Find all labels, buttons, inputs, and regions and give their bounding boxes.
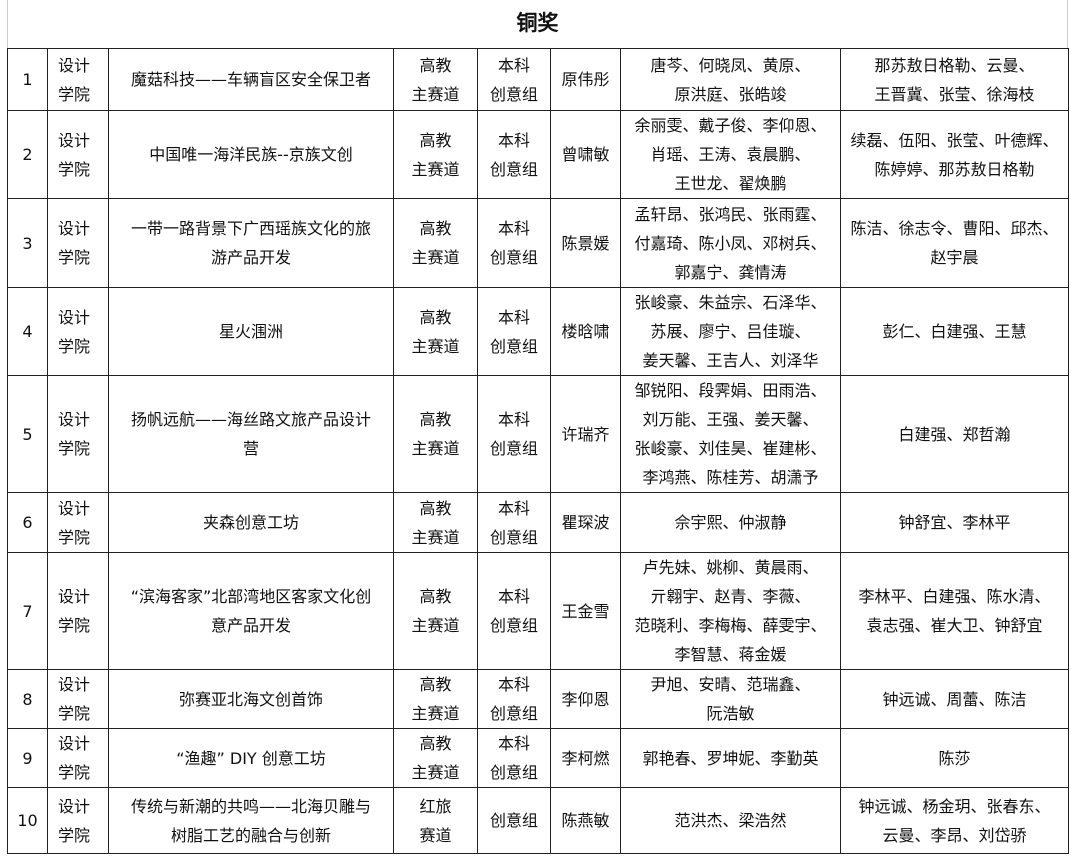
track-cell: 高教 主赛道 xyxy=(393,728,478,788)
row-number: 8 xyxy=(7,669,48,729)
project-name-cell: “渔趣” DIY 创意工坊 xyxy=(108,728,394,788)
members-cell: 范洪杰、梁浩然 xyxy=(620,787,841,854)
college-cell: 设计 学院 xyxy=(47,48,109,111)
college-cell: 设计 学院 xyxy=(47,198,109,288)
group-cell: 本科 创意组 xyxy=(477,552,551,670)
college-cell: 设计 学院 xyxy=(47,110,109,199)
row-number: 5 xyxy=(7,375,48,493)
leader-cell: 曾啸敏 xyxy=(550,110,621,199)
advisors-cell: 彭仁、白建强、王慧 xyxy=(840,287,1069,376)
group-cell: 本科 创意组 xyxy=(477,48,551,111)
advisors-cell: 钟远诚、周蕾、陈洁 xyxy=(840,669,1069,729)
college-cell: 设计 学院 xyxy=(47,728,109,788)
members-cell: 卢先妹、姚柳、黄晨雨、 亓翱宇、赵青、李薇、 范晓利、李梅梅、薛雯宇、 李智慧、… xyxy=(620,552,841,670)
advisors-cell: 钟远诚、杨金玥、张春东、 云曼、李昂、刘岱骄 xyxy=(840,787,1069,854)
award-document: 铜奖 1 设计 学院 魔菇科技——车辆盲区安全保卫者 高教 主赛道 本科 创意组… xyxy=(7,0,1069,854)
college-cell: 设计 学院 xyxy=(47,552,109,670)
leader-cell: 陈燕敏 xyxy=(550,787,621,854)
table-row: 3 设计 学院 一带一路背景下广西瑶族文化的旅 游产品开发 高教 主赛道 本科 … xyxy=(7,198,1069,288)
group-cell: 本科 创意组 xyxy=(477,492,551,553)
advisors-cell: 陈莎 xyxy=(840,728,1069,788)
track-cell: 高教 主赛道 xyxy=(393,669,478,729)
members-cell: 唐芩、何晓凤、黄原、 原洪庭、张皓竣 xyxy=(620,48,841,111)
table-row: 5 设计 学院 扬帆远航——海丝路文旅产品设计 营 高教 主赛道 本科 创意组 … xyxy=(7,375,1069,493)
row-number: 6 xyxy=(7,492,48,553)
group-cell: 本科 创意组 xyxy=(477,198,551,288)
row-number: 9 xyxy=(7,728,48,788)
group-cell: 本科 创意组 xyxy=(477,728,551,788)
award-table: 1 设计 学院 魔菇科技——车辆盲区安全保卫者 高教 主赛道 本科 创意组 原伟… xyxy=(7,48,1069,854)
advisors-cell: 续磊、伍阳、张莹、叶德辉、 陈婷婷、那苏敖日格勒 xyxy=(840,110,1069,199)
members-cell: 郭艳春、罗坤妮、李勤英 xyxy=(620,728,841,788)
project-name-cell: 中国唯一海洋民族--京族文创 xyxy=(108,110,394,199)
project-name-cell: 夹森创意工坊 xyxy=(108,492,394,553)
group-cell: 本科 创意组 xyxy=(477,287,551,376)
members-cell: 张峻豪、朱益宗、石泽华、 苏展、廖宁、吕佳璇、 姜天馨、王吉人、刘泽华 xyxy=(620,287,841,376)
track-cell: 高教 主赛道 xyxy=(393,110,478,199)
project-name-cell: 弥赛亚北海文创首饰 xyxy=(108,669,394,729)
leader-cell: 原伟彤 xyxy=(550,48,621,111)
members-cell: 佘宇熙、仲淑静 xyxy=(620,492,841,553)
project-name-cell: 魔菇科技——车辆盲区安全保卫者 xyxy=(108,48,394,111)
table-row: 4 设计 学院 星火涠洲 高教 主赛道 本科 创意组 楼晗啸 张峻豪、朱益宗、石… xyxy=(7,287,1069,376)
table-row: 7 设计 学院 “滨海客家”北部湾地区客家文化创 意产品开发 高教 主赛道 本科… xyxy=(7,552,1069,670)
members-cell: 孟轩昂、张鸿民、张雨霆、 付嘉琦、陈小凤、邓树兵、 郭嘉宁、龚情涛 xyxy=(620,198,841,288)
advisors-cell: 陈洁、徐志令、曹阳、邱杰、 赵宇晨 xyxy=(840,198,1069,288)
leader-cell: 陈景媛 xyxy=(550,198,621,288)
track-cell: 高教 主赛道 xyxy=(393,198,478,288)
group-cell: 本科 创意组 xyxy=(477,375,551,493)
college-cell: 设计 学院 xyxy=(47,492,109,553)
college-cell: 设计 学院 xyxy=(47,787,109,854)
table-row: 8 设计 学院 弥赛亚北海文创首饰 高教 主赛道 本科 创意组 李仰恩 尹旭、安… xyxy=(7,669,1069,729)
track-cell: 高教 主赛道 xyxy=(393,287,478,376)
row-number: 2 xyxy=(7,110,48,199)
leader-cell: 王金雪 xyxy=(550,552,621,670)
leader-cell: 李仰恩 xyxy=(550,669,621,729)
group-cell: 本科 创意组 xyxy=(477,110,551,199)
track-cell: 红旅 赛道 xyxy=(393,787,478,854)
project-name-cell: 传统与新潮的共鸣——北海贝雕与 树脂工艺的融合与创新 xyxy=(108,787,394,854)
row-number: 3 xyxy=(7,198,48,288)
row-number: 1 xyxy=(7,48,48,111)
members-cell: 尹旭、安晴、范瑞鑫、 阮浩敏 xyxy=(620,669,841,729)
project-name-cell: 星火涠洲 xyxy=(108,287,394,376)
track-cell: 高教 主赛道 xyxy=(393,375,478,493)
advisors-cell: 白建强、郑哲瀚 xyxy=(840,375,1069,493)
project-name-cell: 一带一路背景下广西瑶族文化的旅 游产品开发 xyxy=(108,198,394,288)
page-title: 铜奖 xyxy=(7,0,1068,48)
row-number: 4 xyxy=(7,287,48,376)
college-cell: 设计 学院 xyxy=(47,375,109,493)
advisors-cell: 钟舒宜、李林平 xyxy=(840,492,1069,553)
row-number: 7 xyxy=(7,552,48,670)
project-name-cell: 扬帆远航——海丝路文旅产品设计 营 xyxy=(108,375,394,493)
leader-cell: 瞿琛波 xyxy=(550,492,621,553)
leader-cell: 李柯燃 xyxy=(550,728,621,788)
members-cell: 余丽雯、戴子俊、李仰恩、 肖瑶、王涛、袁晨鹏、 王世龙、翟焕鹏 xyxy=(620,110,841,199)
table-row: 10 设计 学院 传统与新潮的共鸣——北海贝雕与 树脂工艺的融合与创新 红旅 赛… xyxy=(7,787,1069,854)
table-row: 9 设计 学院 “渔趣” DIY 创意工坊 高教 主赛道 本科 创意组 李柯燃 … xyxy=(7,728,1069,788)
group-cell: 创意组 xyxy=(477,787,551,854)
track-cell: 高教 主赛道 xyxy=(393,48,478,111)
leader-cell: 许瑞齐 xyxy=(550,375,621,493)
advisors-cell: 那苏敖日格勒、云曼、 王晋冀、张莹、徐海枝 xyxy=(840,48,1069,111)
track-cell: 高教 主赛道 xyxy=(393,552,478,670)
advisors-cell: 李林平、白建强、陈水清、 袁志强、崔大卫、钟舒宜 xyxy=(840,552,1069,670)
project-name-cell: “滨海客家”北部湾地区客家文化创 意产品开发 xyxy=(108,552,394,670)
group-cell: 本科 创意组 xyxy=(477,669,551,729)
college-cell: 设计 学院 xyxy=(47,669,109,729)
track-cell: 高教 主赛道 xyxy=(393,492,478,553)
leader-cell: 楼晗啸 xyxy=(550,287,621,376)
table-row: 6 设计 学院 夹森创意工坊 高教 主赛道 本科 创意组 瞿琛波 佘宇熙、仲淑静… xyxy=(7,492,1069,553)
table-row: 2 设计 学院 中国唯一海洋民族--京族文创 高教 主赛道 本科 创意组 曾啸敏… xyxy=(7,110,1069,199)
college-cell: 设计 学院 xyxy=(47,287,109,376)
members-cell: 邹锐阳、段霁娟、田雨浩、 刘万能、王强、姜天馨、 张峻豪、刘佳昊、崔建彬、 李鸿… xyxy=(620,375,841,493)
table-row: 1 设计 学院 魔菇科技——车辆盲区安全保卫者 高教 主赛道 本科 创意组 原伟… xyxy=(7,48,1069,111)
row-number: 10 xyxy=(7,787,48,854)
